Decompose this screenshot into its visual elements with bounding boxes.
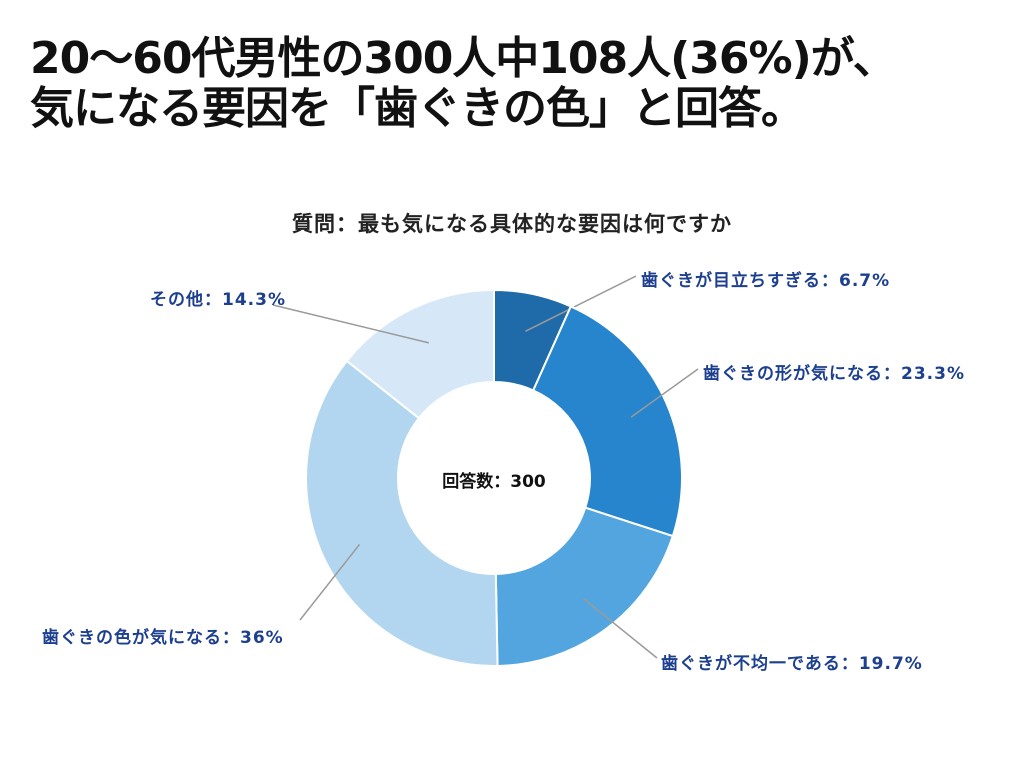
slice-too-prominent-leader-line xyxy=(525,275,637,332)
slice-label-shape: 歯ぐきの形が気になる：23.3% xyxy=(703,364,965,384)
slice-uneven xyxy=(494,506,675,667)
chart-title: 質問：最も気になる具体的な要因は何ですか xyxy=(292,212,732,236)
slice-label-too-prominent: 歯ぐきが目立ちすぎる：6.7% xyxy=(641,271,891,291)
slice-shape-leader-line xyxy=(630,368,699,418)
headline: 20〜60代男性の300人中108人(36%)が、 気になる要因を「歯ぐきの色」… xyxy=(30,34,1000,134)
center-response-count: 回答数：300 xyxy=(442,472,546,492)
slice-label-uneven: 歯ぐきが不均一である：19.7% xyxy=(661,654,923,674)
slice-other-leader-line xyxy=(272,304,430,344)
slice-uneven-leader-line xyxy=(582,597,658,659)
slice-label-color: 歯ぐきの色が気になる：36% xyxy=(42,628,284,648)
headline-line-1: 20〜60代男性の300人中108人(36%)が、 xyxy=(30,33,897,84)
headline-line-2: 気になる要因を「歯ぐきの色」と回答。 xyxy=(30,83,805,134)
slice-color xyxy=(305,359,499,667)
slice-shape xyxy=(531,305,683,538)
slice-label-other: その他：14.3% xyxy=(150,290,286,310)
slice-other xyxy=(345,288,495,420)
slice-color-leader-line xyxy=(299,543,361,621)
